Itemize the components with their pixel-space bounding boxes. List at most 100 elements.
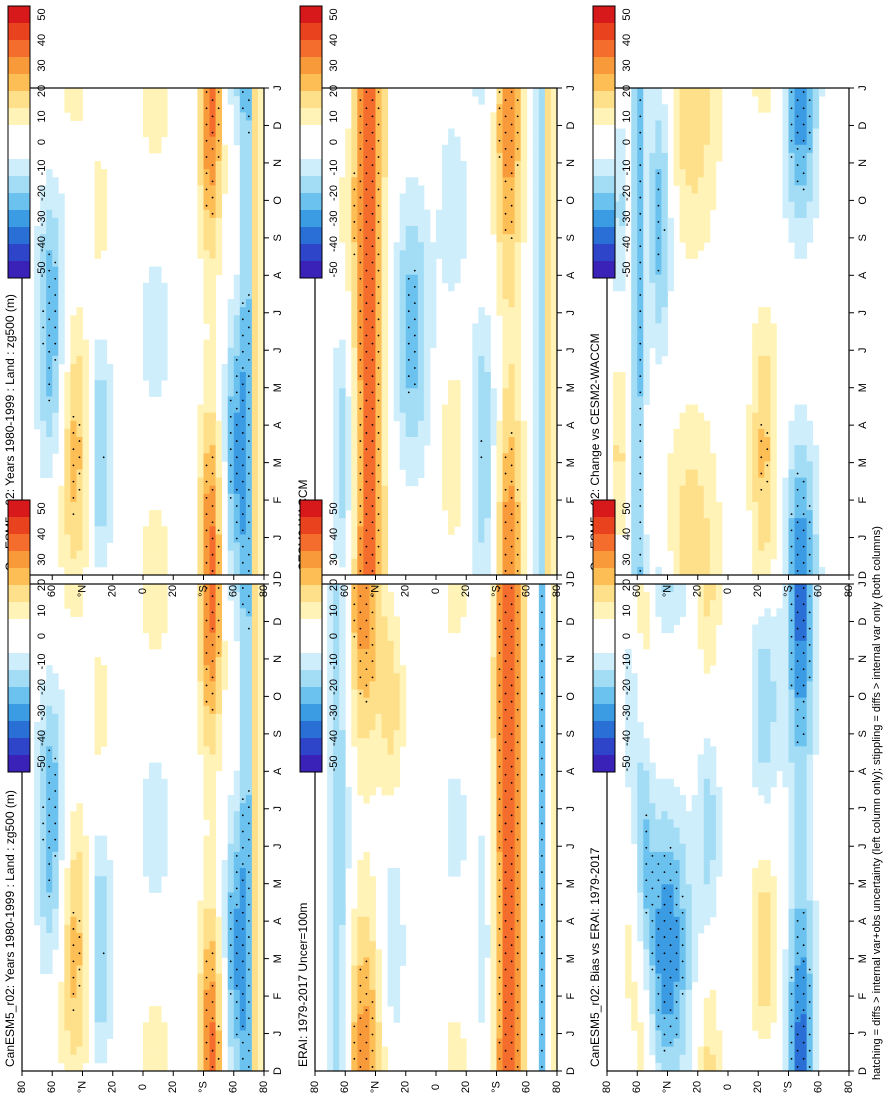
heat-cell — [58, 331, 65, 341]
heat-cell — [52, 859, 59, 869]
heat-cell — [484, 477, 491, 487]
heat-cell — [538, 1006, 546, 1015]
heat-cell — [442, 274, 449, 284]
heat-cell — [149, 542, 156, 552]
heat-cell — [387, 989, 395, 999]
heat-cell — [387, 778, 395, 788]
heat-cell — [106, 485, 114, 495]
heat-cell — [351, 152, 358, 162]
heat-cell — [454, 811, 461, 820]
heat-cell — [333, 1038, 340, 1048]
heat-cell — [143, 282, 150, 292]
heat-cell — [387, 648, 395, 658]
stipple-dot — [540, 806, 543, 809]
heat-cell — [472, 550, 479, 560]
heat-cell — [490, 1038, 497, 1048]
heat-cell — [40, 445, 47, 454]
heat-cell — [496, 689, 503, 699]
heat-cell — [94, 201, 102, 211]
stipple-dot — [247, 326, 250, 329]
heat-cell — [381, 307, 388, 316]
heat-cell — [245, 380, 253, 389]
stipple-dot — [510, 944, 513, 947]
heat-cell — [197, 689, 204, 699]
heat-cell — [345, 811, 352, 820]
heat-cell — [227, 1038, 235, 1048]
stipple-dot — [241, 1057, 244, 1060]
heat-cell — [357, 721, 364, 731]
heat-cell — [363, 640, 370, 650]
stipple-dot — [42, 310, 45, 313]
stipple-dot — [205, 545, 208, 548]
stipple-dot — [498, 928, 501, 930]
heat-cell — [387, 762, 395, 772]
stipple-dot — [247, 1049, 250, 1052]
stipple-dot — [235, 936, 238, 938]
heat-cell — [375, 778, 382, 788]
heat-cell — [496, 949, 503, 958]
heat-cell — [508, 193, 516, 203]
heat-cell — [333, 461, 340, 470]
heat-cell — [215, 437, 223, 446]
heat-cell — [351, 193, 358, 203]
heat-cell — [251, 169, 259, 178]
heat-cell — [351, 697, 358, 707]
heat-cell — [496, 673, 503, 682]
heat-cell — [484, 363, 491, 373]
heat-cell — [363, 933, 370, 942]
heat-cell — [327, 811, 334, 820]
heat-cell — [381, 584, 388, 593]
heat-cell — [460, 811, 467, 820]
heat-cell — [538, 1038, 546, 1048]
heat-cell — [472, 347, 479, 357]
heat-cell — [538, 730, 546, 739]
heat-cell — [233, 307, 241, 316]
heat-cell — [149, 770, 156, 780]
heat-cell — [369, 981, 376, 991]
heat-cell — [375, 640, 382, 650]
heat-cell — [375, 632, 382, 642]
heat-cell — [508, 437, 516, 446]
heat-cell — [155, 632, 162, 642]
lat-tick-label: 60 — [339, 1081, 351, 1093]
heat-cell — [327, 933, 334, 942]
heat-cell — [70, 339, 77, 349]
heat-cell — [76, 989, 83, 999]
heat-cell — [155, 331, 162, 341]
stipple-dot — [211, 1033, 214, 1036]
heat-cell — [233, 795, 241, 804]
heat-cell — [454, 493, 461, 503]
stipple-dot — [247, 1017, 250, 1020]
heat-cell — [339, 803, 346, 812]
heat-cell — [221, 445, 229, 454]
heat-cell — [369, 689, 376, 699]
stipple-dot — [211, 99, 214, 102]
heat-cell — [393, 396, 401, 405]
heat-cell — [520, 600, 528, 609]
heat-cell — [94, 217, 102, 227]
heat-cell — [351, 989, 358, 999]
heat-cell — [502, 811, 509, 820]
heat-cell — [64, 469, 71, 478]
heat-cell — [333, 949, 340, 958]
heat-cell — [496, 526, 503, 535]
heat-cell — [70, 550, 77, 560]
heat-cell — [448, 161, 455, 170]
heat-cell — [203, 363, 210, 373]
stipple-dot — [211, 676, 214, 679]
heat-cell — [448, 282, 455, 292]
heat-cell — [46, 713, 53, 723]
heat-cell — [375, 1022, 382, 1031]
stipple-dot — [371, 611, 374, 614]
heat-cell — [203, 900, 210, 910]
heat-cell — [375, 550, 382, 560]
heat-cell — [209, 307, 216, 316]
heat-cell — [257, 550, 265, 560]
heat-cell — [257, 96, 265, 105]
heat-cell — [94, 933, 102, 942]
heat-cell — [209, 600, 216, 609]
heat-cell — [550, 851, 558, 861]
heat-cell — [520, 705, 528, 715]
heat-cell — [46, 453, 53, 462]
stipple-dot — [241, 399, 244, 402]
